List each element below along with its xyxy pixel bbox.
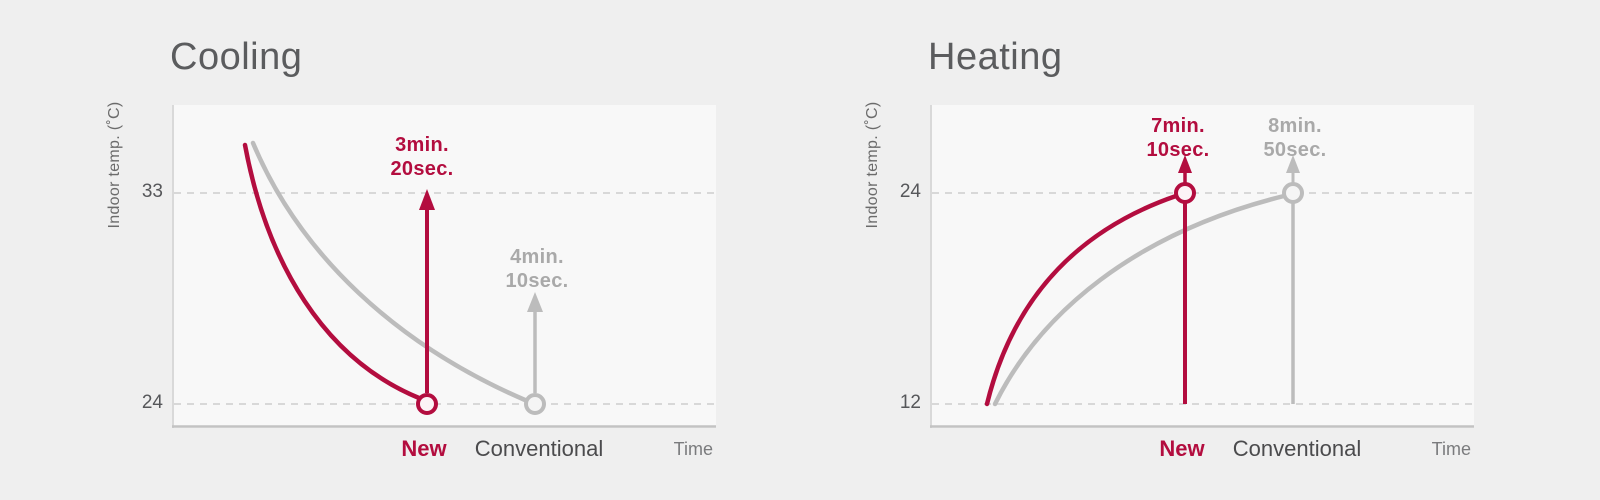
- cooling-plot-area: [172, 105, 716, 428]
- cooling-chart: Cooling Indoor temp. (˚C) 33 24 3min. 20…: [106, 36, 716, 461]
- cooling-ytick-33: 33: [141, 181, 163, 202]
- new-curve: [242, 142, 422, 401]
- cooling-legend-new: New: [401, 436, 447, 461]
- cooling-legend-conventional: Conventional: [474, 436, 604, 461]
- heating-legend-new: New: [1159, 436, 1205, 461]
- plot-background: [172, 105, 716, 428]
- heating-x-axis-label: Time: [1431, 439, 1471, 459]
- cooling-ytick-24: 24: [141, 392, 163, 413]
- heating-legend-conventional: Conventional: [1232, 436, 1362, 461]
- cooling-chart-title: Cooling: [170, 36, 303, 78]
- conventional-arrowhead-icon: [527, 292, 543, 312]
- new-marker: [1174, 182, 1196, 204]
- cooling-x-axis-label: Time: [673, 439, 713, 459]
- heating-conventional-time-annotation: 8min. 50sec.: [1263, 115, 1327, 161]
- new-curve: [984, 193, 1179, 407]
- heating-ytick-12: 12: [899, 392, 921, 413]
- cooling-conventional-time-annotation: 4min. 10sec.: [505, 246, 569, 292]
- new-marker: [416, 393, 438, 415]
- heating-chart: Heating Indoor temp. (˚C) 24 12 7min. 10…: [758, 0, 1558, 500]
- conventional-curve: [250, 140, 528, 403]
- heating-plot-area: [930, 105, 1474, 428]
- conventional-marker: [1282, 182, 1304, 204]
- new-arrowhead-icon: [419, 189, 435, 210]
- heating-new-time-annotation: 7min. 10sec.: [1146, 115, 1210, 161]
- heating-chart-title: Heating: [928, 36, 1063, 78]
- conventional-arrowhead-icon: [1286, 155, 1300, 173]
- heating-y-axis-label: Indoor temp. (˚C): [864, 101, 881, 229]
- conventional-marker: [524, 393, 546, 415]
- conventional-curve: [992, 193, 1287, 407]
- heating-ytick-24: 24: [899, 181, 921, 202]
- new-arrowhead-icon: [1178, 155, 1192, 173]
- plot-background: [930, 105, 1474, 428]
- cooling-y-axis-label: Indoor temp. (˚C): [106, 101, 123, 229]
- cooling-new-time-annotation: 3min. 20sec.: [390, 134, 454, 180]
